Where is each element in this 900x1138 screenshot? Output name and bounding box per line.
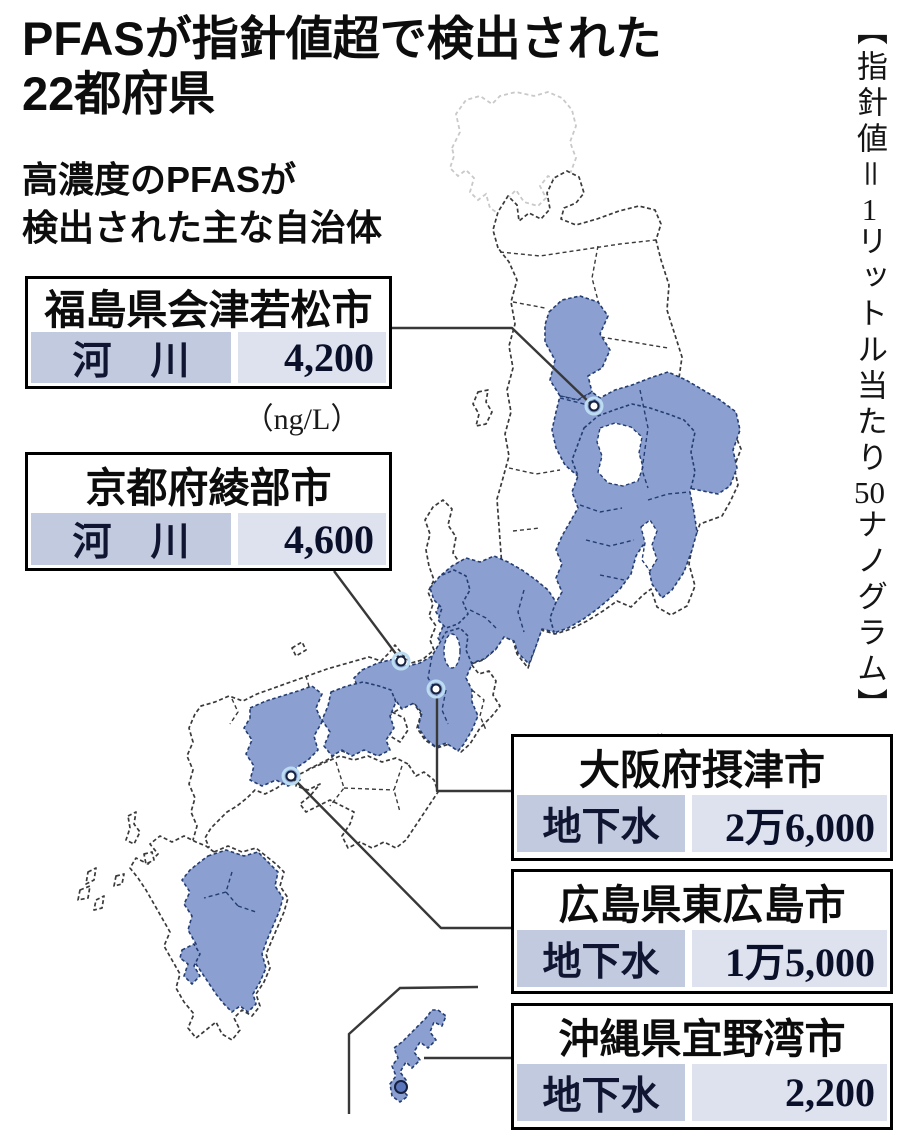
leader-kyoto <box>333 570 400 659</box>
pfas-value: 4,600 <box>238 513 386 565</box>
leader-osaka <box>435 695 511 793</box>
note-open: 【指針値＝ <box>852 14 887 194</box>
guideline-note-vertical: 【指針値＝1リットル当たり50ナノグラム】 <box>806 14 892 724</box>
pfas-value: 1万5,000 <box>692 930 887 987</box>
title-line-2: 22都府県 <box>22 66 216 120</box>
marker-ginowan <box>394 1080 408 1094</box>
white-cutouts <box>443 422 658 669</box>
okinawa-inset-bracket <box>347 985 479 1114</box>
subtitle-line-1: 高濃度のPFASが <box>22 159 297 200</box>
callout-city-name: 沖縄県宜野湾市 <box>558 1016 846 1062</box>
marker-ayabe <box>391 651 411 671</box>
callout-box-osaka-settsu: 大阪府摂津市 地下水 2万6,000 <box>511 734 893 861</box>
leader-fukushima <box>392 326 593 406</box>
callout-box-fukushima-aizuwakamatsu: 福島県会津若松市 河 川 4,200 <box>25 276 392 389</box>
marker-aizuwakamatsu <box>584 396 604 416</box>
callout-box-hiroshima-higashihiroshima: 広島県東広島市 地下水 1万5,000 <box>511 869 893 994</box>
water-source-label: 地下水 <box>517 930 685 987</box>
water-source-label: 地下水 <box>517 795 685 852</box>
callout-data-row: 地下水 2,200 <box>514 1064 890 1124</box>
hokkaido-outline <box>448 91 577 218</box>
leader-lines <box>293 326 593 1060</box>
pfas-value: 2,200 <box>692 1064 887 1121</box>
marker-settsu <box>426 679 446 699</box>
note-close: ナノグラム】 <box>852 508 887 724</box>
callout-data-row: 河 川 4,200 <box>28 332 389 386</box>
water-source-label: 河 川 <box>31 513 231 565</box>
city-markers <box>281 396 604 1094</box>
water-source-label: 地下水 <box>517 1064 685 1121</box>
pfas-value: 2万6,000 <box>692 795 887 852</box>
water-source-label: 河 川 <box>31 332 231 383</box>
callout-data-row: 地下水 1万5,000 <box>514 930 890 990</box>
title-line-1: PFASが指針値超で検出された <box>22 12 662 65</box>
callout-city-name: 福島県会津若松市 <box>44 286 373 333</box>
callout-city-name: 大阪府摂津市 <box>579 747 825 793</box>
callout-city-name: 京都府綾部市 <box>85 465 332 511</box>
callout-box-kyoto-ayabe: 京都府綾部市 河 川 4,600 <box>25 452 392 571</box>
unit-label: （ng/L） <box>243 403 361 436</box>
subtitle: 高濃度のPFASが 検出された主な自治体 <box>22 156 542 251</box>
note-number-1: 1 <box>861 194 878 225</box>
page-title: PFASが指針値超で検出された 22都府県 <box>22 12 802 122</box>
callout-data-row: 地下水 2万6,000 <box>514 795 890 855</box>
pfas-value: 4,200 <box>238 332 386 383</box>
subtitle-line-2: 検出された主な自治体 <box>22 206 383 248</box>
marker-higashihiroshima <box>281 766 301 786</box>
note-number-50: 50 <box>854 477 885 508</box>
callout-city-name: 広島県東広島市 <box>558 882 846 928</box>
leader-hiroshima <box>293 778 511 930</box>
callout-box-okinawa-ginowan: 沖縄県宜野湾市 地下水 2,200 <box>511 1003 893 1130</box>
callout-data-row: 河 川 4,600 <box>28 513 389 568</box>
note-mid: リットル当たり <box>852 225 887 477</box>
